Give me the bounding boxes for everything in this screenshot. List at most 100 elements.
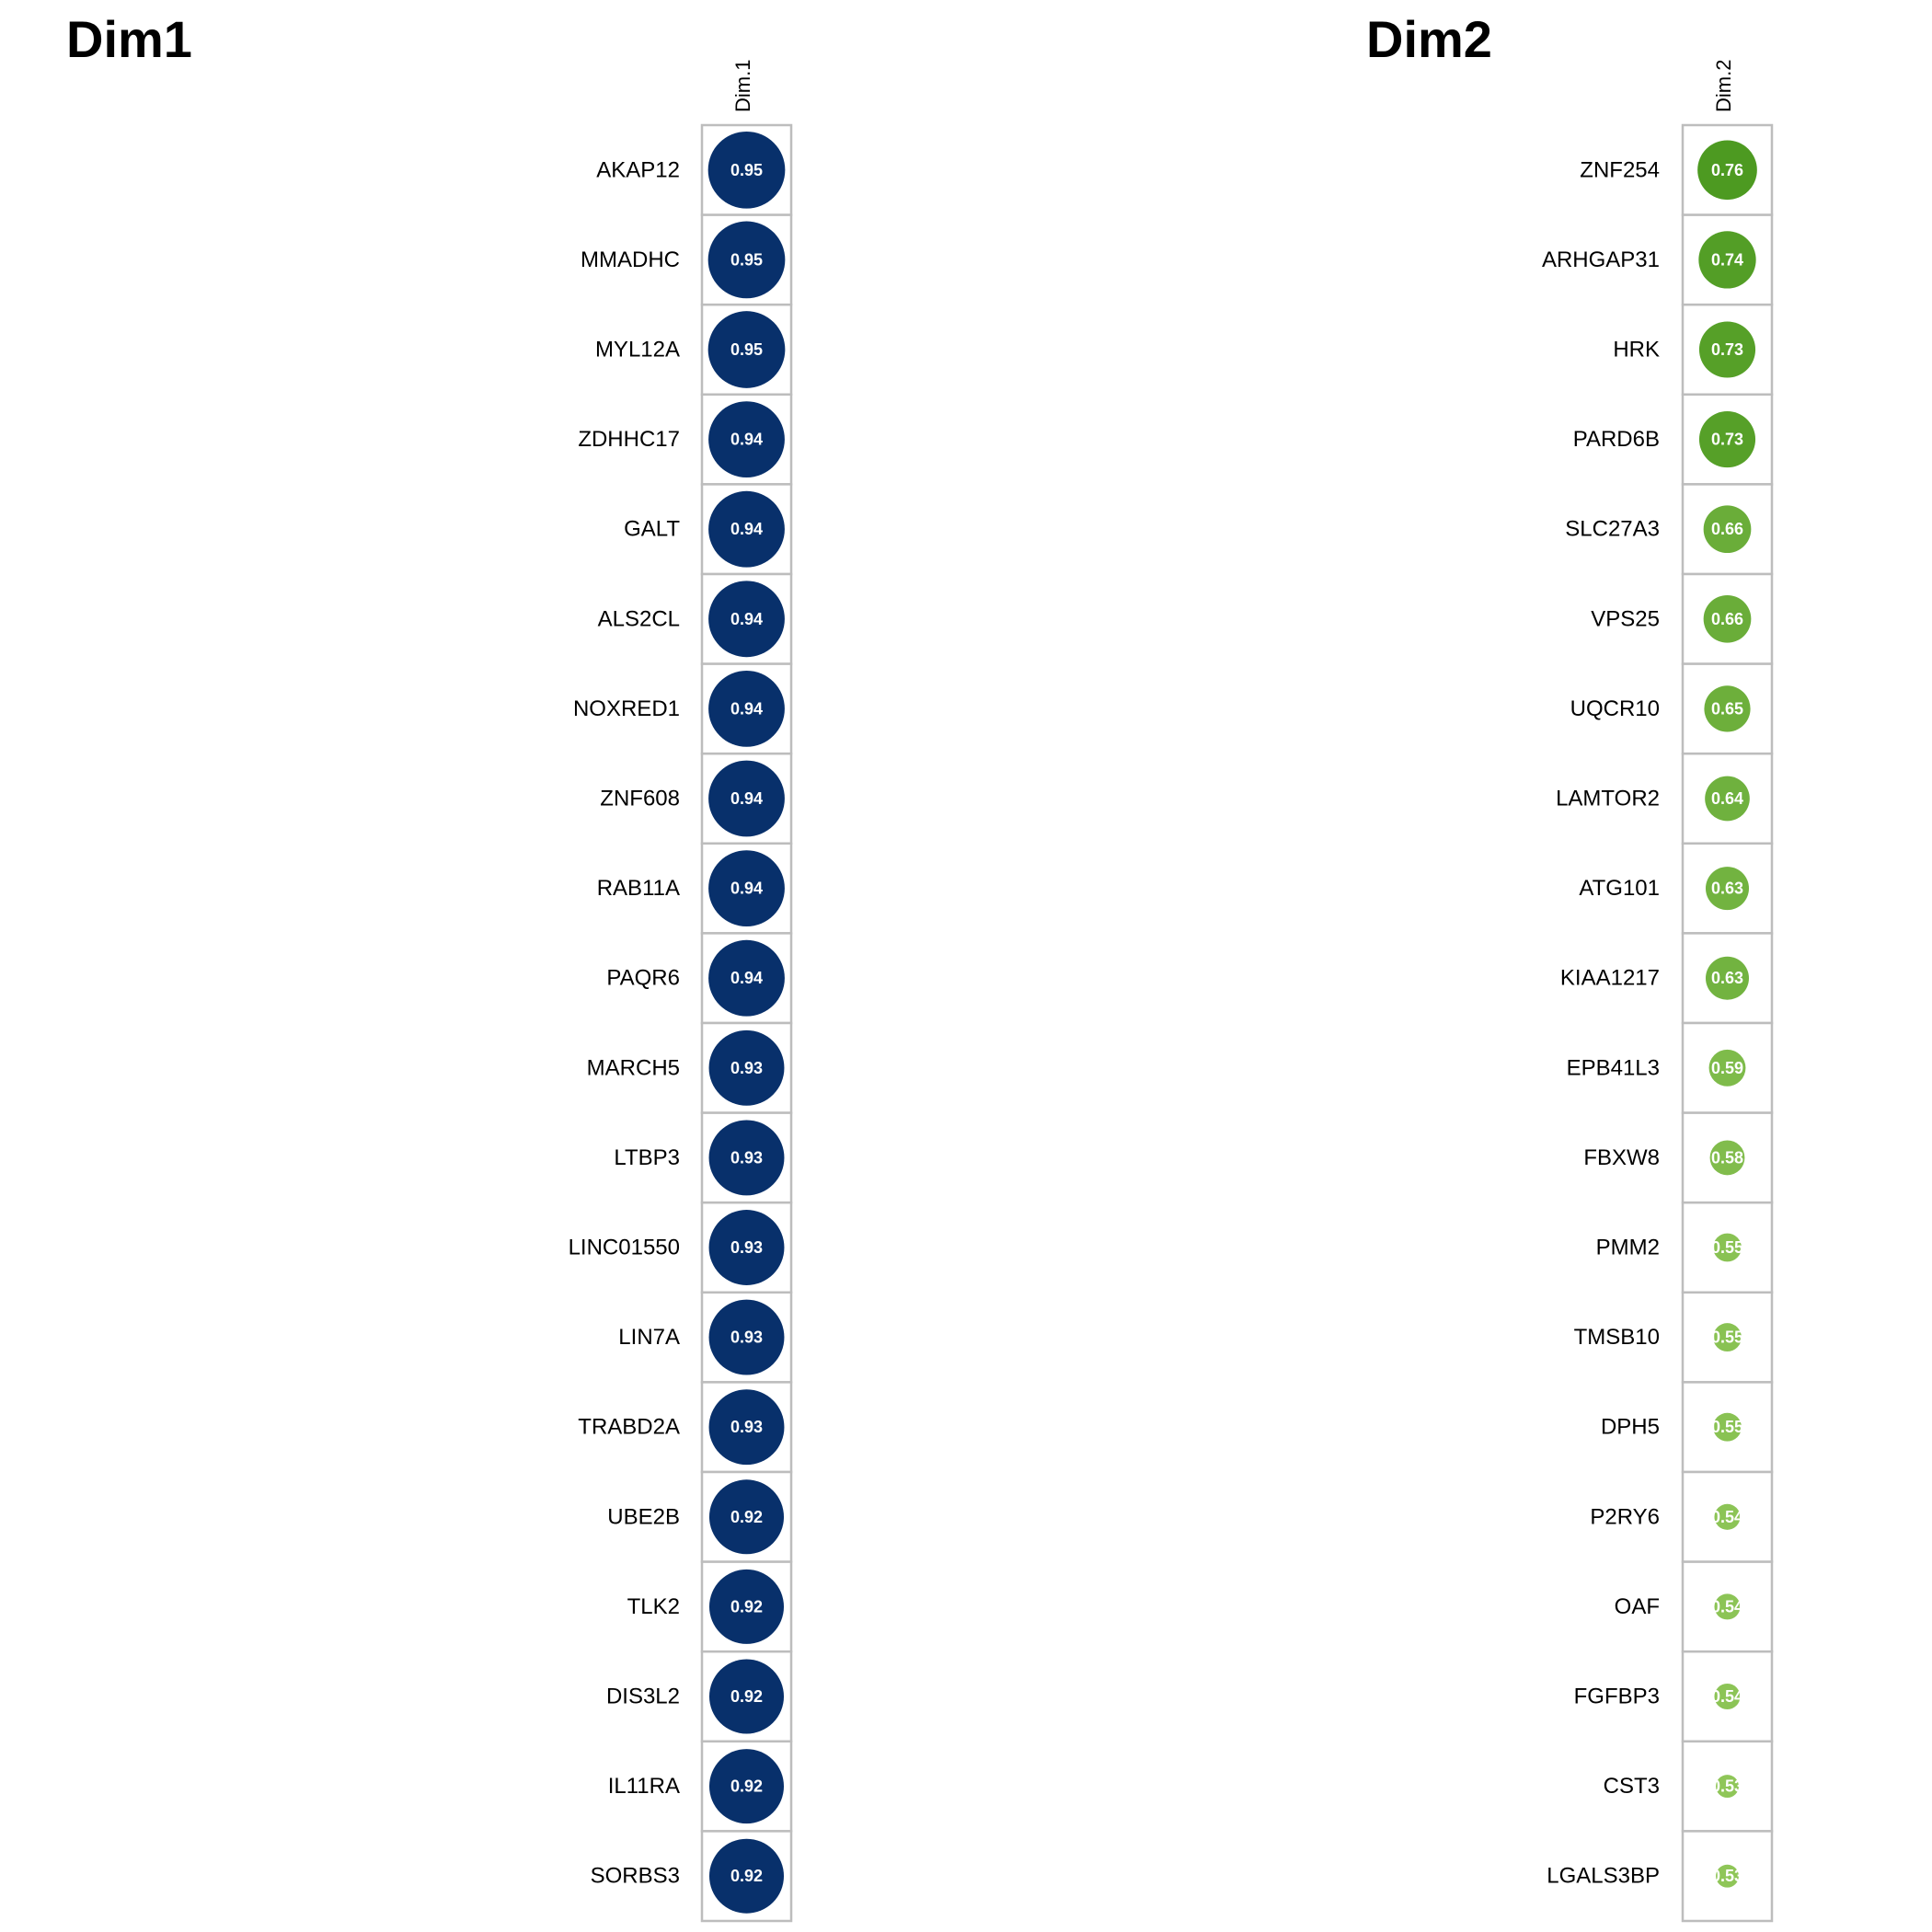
row-label: ATG101: [1579, 876, 1660, 901]
value-dot: [1705, 776, 1750, 822]
value-dot: [708, 1479, 785, 1555]
row-label: TMSB10: [1574, 1325, 1660, 1350]
value-label: 0.92: [730, 1777, 763, 1796]
row-label: MYL12A: [595, 338, 680, 362]
value-dot: [708, 1029, 785, 1106]
value-dot: [1705, 867, 1750, 911]
row-label: ARHGAP31: [1542, 247, 1660, 272]
value-dot: [708, 760, 785, 837]
row-label: MMADHC: [581, 247, 680, 272]
value-dot: [708, 1299, 785, 1375]
value-dot: [708, 670, 785, 747]
value-label: 0.74: [1711, 250, 1743, 269]
column-label-dim1: Dim.1: [731, 60, 754, 112]
value-label: 0.55: [1711, 1418, 1743, 1436]
value-dot: [708, 1659, 785, 1734]
row-label: TLK2: [627, 1594, 680, 1619]
row-label: DIS3L2: [606, 1685, 680, 1709]
row-label: VPS25: [1591, 606, 1660, 631]
value-label: 0.95: [730, 161, 763, 179]
value-dot: [708, 1838, 785, 1914]
row-label: FBXW8: [1583, 1145, 1660, 1170]
value-label: 0.65: [1711, 699, 1743, 718]
value-dot: [708, 1389, 785, 1466]
row-label: ALS2CL: [598, 606, 680, 631]
value-label: 0.63: [1711, 880, 1743, 898]
value-dot: [1714, 1683, 1741, 1710]
value-label: 0.63: [1711, 969, 1743, 987]
value-label: 0.92: [730, 1687, 763, 1706]
row-label: ZNF254: [1580, 157, 1660, 182]
row-label: SORBS3: [591, 1864, 680, 1889]
row-label: AKAP12: [596, 157, 680, 182]
row-label: LTBP3: [614, 1145, 680, 1170]
value-label: 0.53: [1711, 1867, 1743, 1885]
value-label: 0.93: [730, 1238, 763, 1257]
value-label: 0.94: [730, 789, 763, 808]
row-label: SLC27A3: [1565, 517, 1660, 542]
value-dot: [1714, 1593, 1741, 1620]
value-dot: [708, 1569, 785, 1644]
row-label: DPH5: [1601, 1415, 1660, 1440]
value-label: 0.54: [1711, 1508, 1743, 1526]
grid-dim2: ZNF254 0.76 ARHGAP31 0.74 HRK 0.73 PARD6B 0.73 S…: [1542, 123, 1774, 1923]
value-dot: [707, 131, 786, 209]
value-label: 0.94: [730, 431, 763, 449]
row-label: LIN7A: [618, 1325, 680, 1350]
value-dot: [1713, 1412, 1742, 1442]
value-dot: [708, 1120, 785, 1196]
row-label: ZNF608: [600, 787, 680, 811]
value-label: 0.76: [1711, 161, 1743, 179]
column-label-dim2: Dim.2: [1712, 60, 1735, 112]
value-dot: [1714, 1503, 1741, 1530]
value-label: 0.93: [730, 1059, 763, 1077]
panel-title-dim2: Dim2: [1366, 10, 1492, 68]
value-label: 0.95: [730, 340, 763, 359]
value-label: 0.94: [730, 969, 763, 987]
row-label: UQCR10: [1570, 696, 1660, 721]
row-label: UBE2B: [607, 1504, 680, 1529]
row-label: FGFBP3: [1574, 1685, 1660, 1709]
row-label: LGALS3BP: [1547, 1864, 1660, 1889]
panel-dim2: Dim2 Dim.2 ZNF254 0.76 ARHGAP31 0.74 HRK 0.73…: [1366, 10, 1774, 1923]
value-dot: [1716, 1864, 1739, 1888]
value-label: 0.73: [1711, 431, 1743, 449]
value-dot: [1703, 505, 1752, 554]
value-label: 0.58: [1711, 1148, 1743, 1167]
row-label: IL11RA: [608, 1774, 680, 1799]
panel-title-dim1: Dim1: [66, 10, 192, 68]
grid-cell: [1681, 752, 1774, 845]
value-dot: [1704, 685, 1751, 732]
grid-dim1: AKAP12 0.95 MMADHC 0.95 MYL12A 0.95 ZDHHC17 0.9…: [569, 123, 793, 1923]
value-label: 0.54: [1711, 1687, 1743, 1706]
row-label: PARD6B: [1573, 427, 1660, 452]
value-label: 0.92: [730, 1597, 763, 1616]
value-dot: [1703, 594, 1752, 643]
value-label: 0.53: [1711, 1777, 1743, 1796]
row-label: LINC01550: [569, 1236, 680, 1260]
row-label: CST3: [1604, 1774, 1660, 1799]
value-label: 0.66: [1711, 610, 1743, 628]
row-label: P2RY6: [1590, 1504, 1660, 1529]
row-label: HRK: [1613, 338, 1660, 362]
grid-cell: [1681, 483, 1774, 576]
value-dot: [707, 221, 786, 299]
value-dot: [1713, 1233, 1742, 1262]
value-dot: [1713, 1323, 1742, 1352]
value-dot: [1709, 1140, 1745, 1176]
value-label: 0.59: [1711, 1059, 1743, 1077]
row-label: RAB11A: [597, 876, 680, 901]
value-label: 0.66: [1711, 520, 1743, 538]
value-dot: [707, 311, 786, 388]
value-label: 0.93: [730, 1328, 763, 1347]
row-label: GALT: [624, 517, 680, 542]
row-label: ZDHHC17: [578, 427, 680, 452]
value-label: 0.55: [1711, 1238, 1743, 1257]
value-label: 0.93: [730, 1148, 763, 1167]
value-label: 0.93: [730, 1418, 763, 1436]
value-label: 0.94: [730, 880, 763, 898]
value-label: 0.92: [730, 1867, 763, 1885]
value-label: 0.64: [1711, 789, 1743, 808]
row-label: PMM2: [1596, 1236, 1660, 1260]
